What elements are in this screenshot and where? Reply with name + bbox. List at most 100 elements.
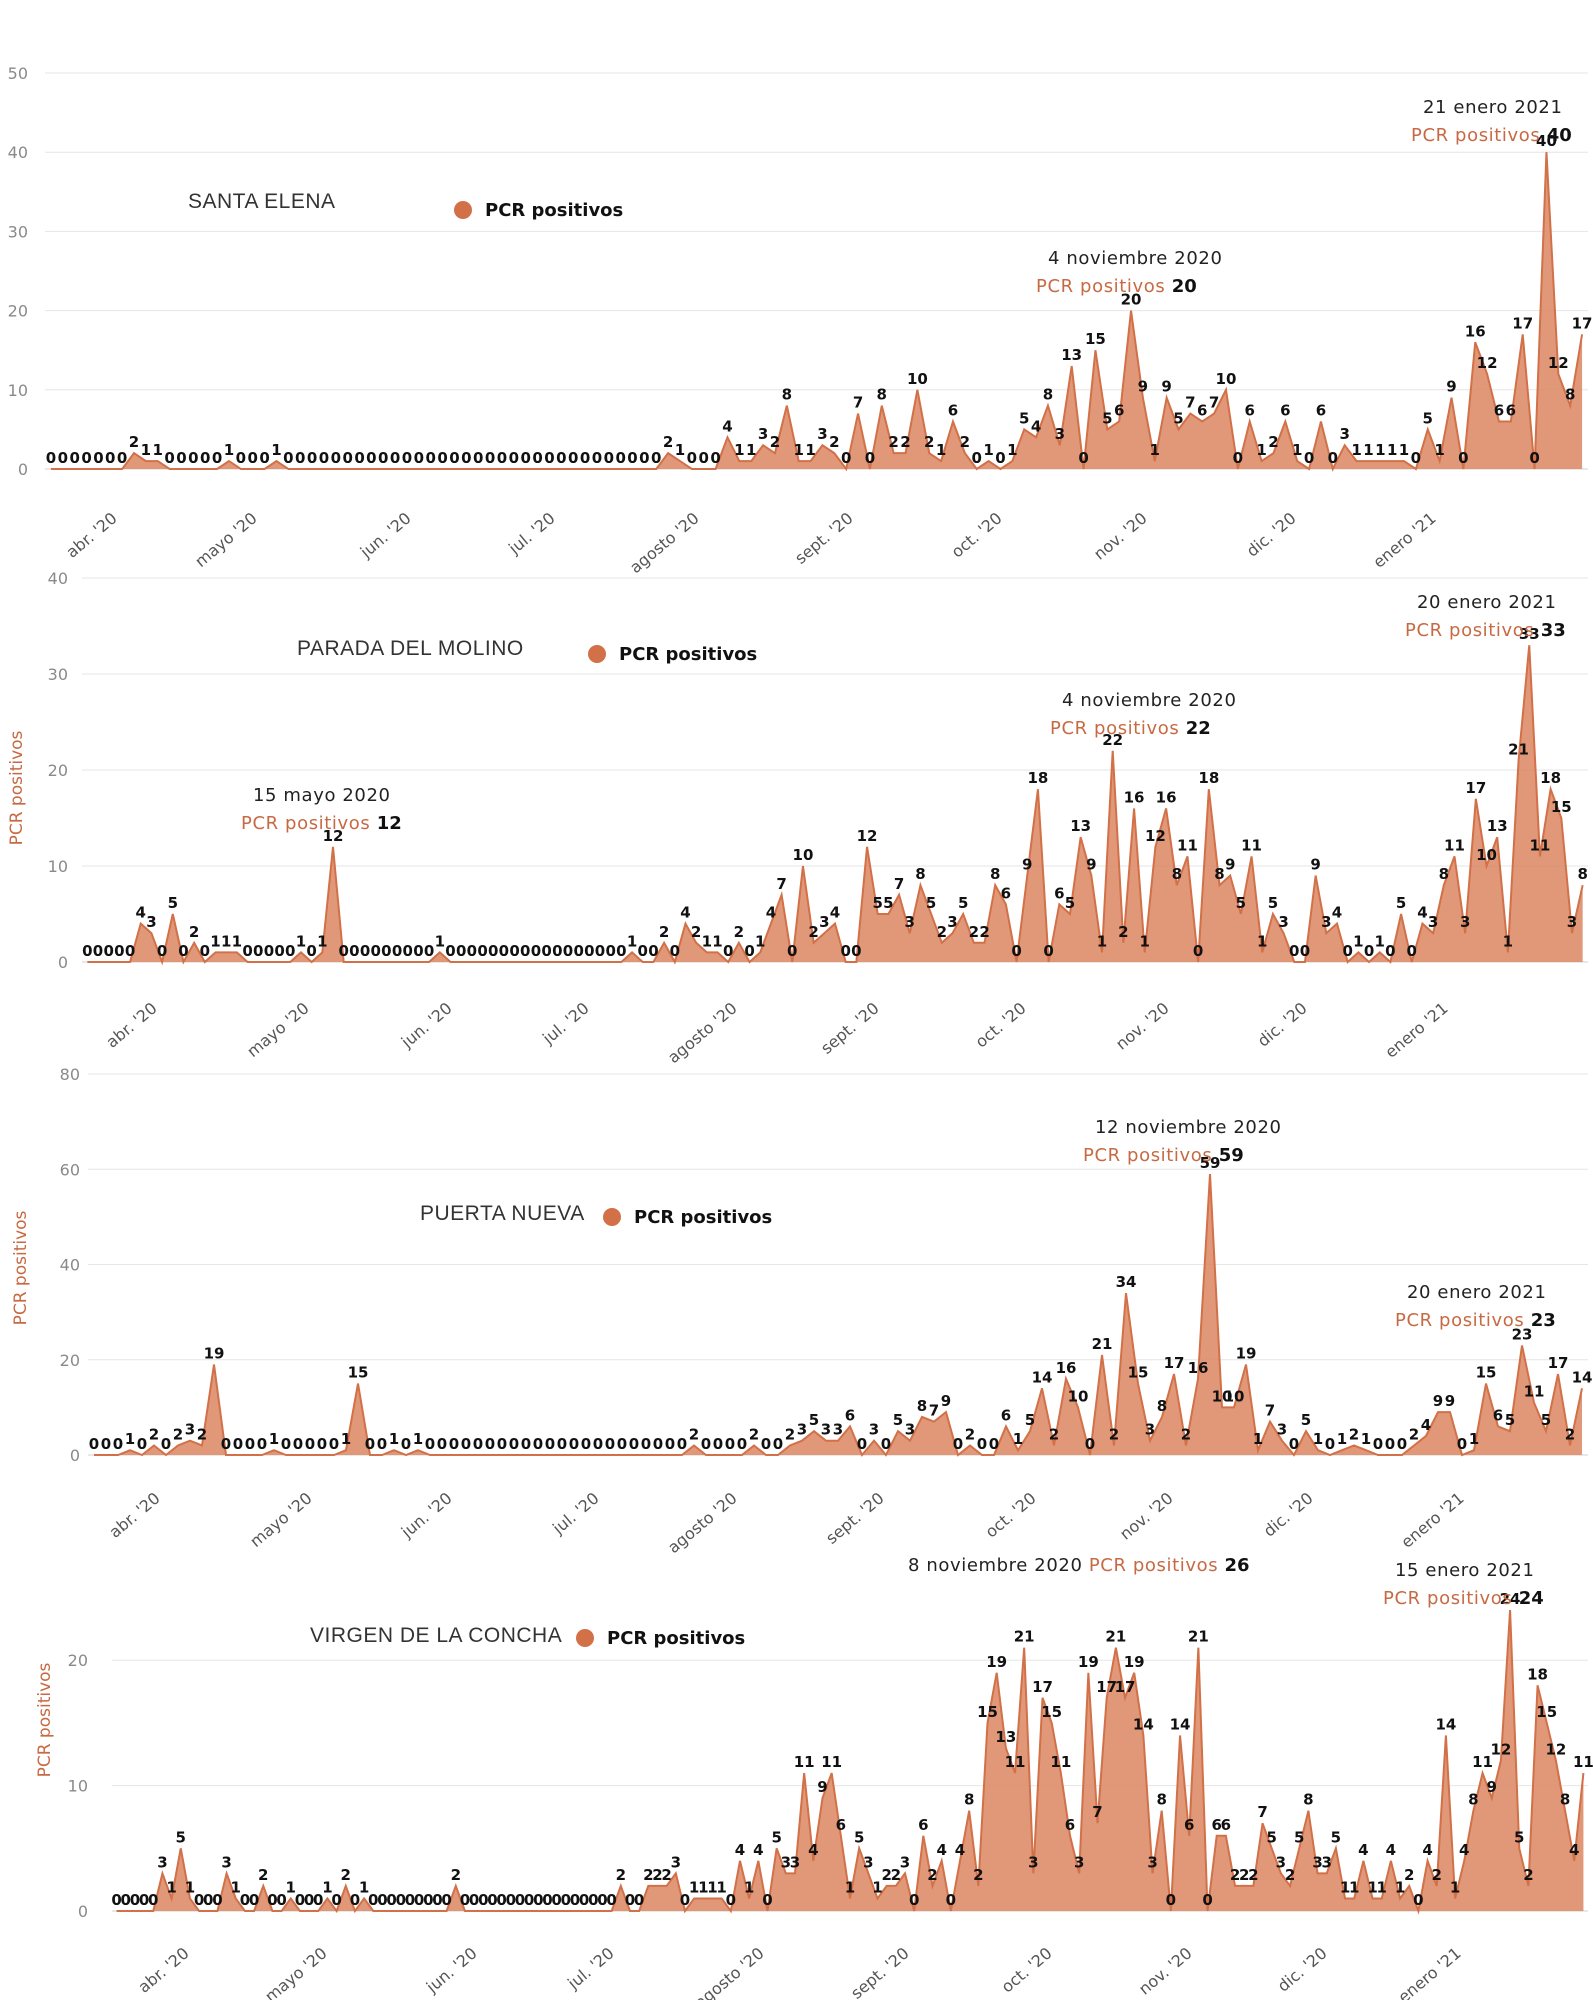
data-label: 0 [648,942,658,960]
data-label: 20 [1121,291,1142,309]
x-tick-label: jul. '20 [563,1944,617,1994]
data-label: 0 [509,942,519,960]
data-label: 0 [295,449,305,467]
data-label: 19 [1236,1345,1257,1363]
data-label: 2 [969,923,979,941]
data-label: 0 [233,1435,243,1453]
data-label: 0 [616,942,626,960]
data-label: 0 [989,1435,999,1453]
data-label: 0 [148,1891,158,1909]
data-label: 0 [401,1435,411,1453]
data-label: 0 [236,449,246,467]
data-label: 6 [1184,1816,1194,1834]
data-label: 4 [955,1841,965,1859]
data-label: 4 [830,904,840,922]
data-label: 0 [139,1891,149,1909]
annotation-label: PCR positivos [1395,1310,1531,1331]
y-tick-label: 0 [58,953,68,972]
data-label: 14 [1435,1715,1456,1733]
annotation-value: 24 [1519,1588,1544,1609]
data-label: 0 [593,1435,603,1453]
y-tick-label: 20 [60,1351,80,1370]
data-label: 0 [725,1435,735,1453]
data-label: 0 [69,449,79,467]
data-label: 4 [1031,417,1041,435]
data-label: 0 [1373,1435,1383,1453]
data-label: 0 [113,1435,123,1453]
data-label: 2 [659,923,669,941]
annotation-value: 23 [1531,1310,1556,1331]
data-label: 5 [854,1828,864,1846]
data-label: 0 [787,942,797,960]
annotation-date-text: 8 noviembre 2020 [908,1555,1089,1576]
data-label: 3 [905,913,915,931]
data-label: 18 [1540,769,1561,787]
data-label: 3 [900,1853,910,1871]
data-label: 1 [1361,1430,1371,1448]
data-label: 1 [1150,441,1160,459]
data-label: 1 [1367,1878,1377,1896]
data-label: 1 [1434,441,1444,459]
data-label: 3 [1074,1853,1084,1871]
data-label: 0 [1325,1435,1335,1453]
data-label: 7 [1209,394,1219,412]
data-label: 6 [1506,401,1516,419]
data-label: 0 [253,942,263,960]
x-tick-label: oct. '20 [982,1489,1040,1542]
annotation-label: PCR positivos [1411,125,1547,146]
x-tick-label: jun. '20 [397,999,456,1053]
data-label: 0 [354,449,364,467]
data-label: 3 [1312,1853,1322,1871]
data-label: 2 [189,923,199,941]
data-label: 2 [1409,1425,1419,1443]
data-label: 3 [1055,425,1065,443]
data-label: 0 [1289,942,1299,960]
data-label: 2 [1118,923,1128,941]
data-label: 0 [641,1435,651,1453]
data-label: 2 [173,1425,183,1443]
data-label: 0 [570,1891,580,1909]
data-label: 0 [281,1435,291,1453]
data-label: 0 [1407,942,1417,960]
data-label: 0 [121,1891,131,1909]
annotation-label: PCR positivos [1050,718,1186,739]
data-label: 0 [276,1891,286,1909]
data-label: 8 [1439,865,1449,883]
data-label: 2 [661,1866,671,1884]
data-label: 0 [946,1891,956,1909]
y-tick-label: 30 [8,222,28,241]
annotation-value: 22 [1186,718,1211,739]
data-label: 0 [524,1891,534,1909]
data-label: 1 [1469,1430,1479,1448]
data-label: 0 [200,942,210,960]
data-label: 2 [616,1866,626,1884]
data-label: 0 [111,1891,121,1909]
data-label: 1 [153,441,163,459]
x-tick-label: mayo '20 [246,1489,315,1551]
data-label: 0 [995,449,1005,467]
data-label: 4 [1459,1841,1469,1859]
data-label: 0 [456,942,466,960]
data-label: 1 [269,1430,279,1448]
data-label: 1 [755,932,765,950]
legend-dot [576,1629,594,1647]
x-tick-label: enero '21 [1394,1944,1464,2000]
data-label: 0 [157,942,167,960]
data-label: 0 [432,1891,442,1909]
data-label: 11 [1444,836,1465,854]
data-label: 0 [580,449,590,467]
data-label: 6 [1054,884,1064,902]
data-label: 1 [1140,932,1150,950]
data-label: 5 [809,1411,819,1429]
data-label: 0 [331,1891,341,1909]
data-label: 0 [485,1435,495,1453]
data-label: 9 [1310,856,1320,874]
data-label: 8 [1303,1791,1313,1809]
data-label: 7 [853,394,863,412]
data-label: 15 [348,1364,369,1382]
x-tick-label: sept. '20 [791,509,856,568]
data-label: 3 [1339,425,1349,443]
data-label: 0 [605,942,615,960]
data-label: 5 [1294,1828,1304,1846]
chart-title: PUERTA NUEVA [420,1202,585,1225]
